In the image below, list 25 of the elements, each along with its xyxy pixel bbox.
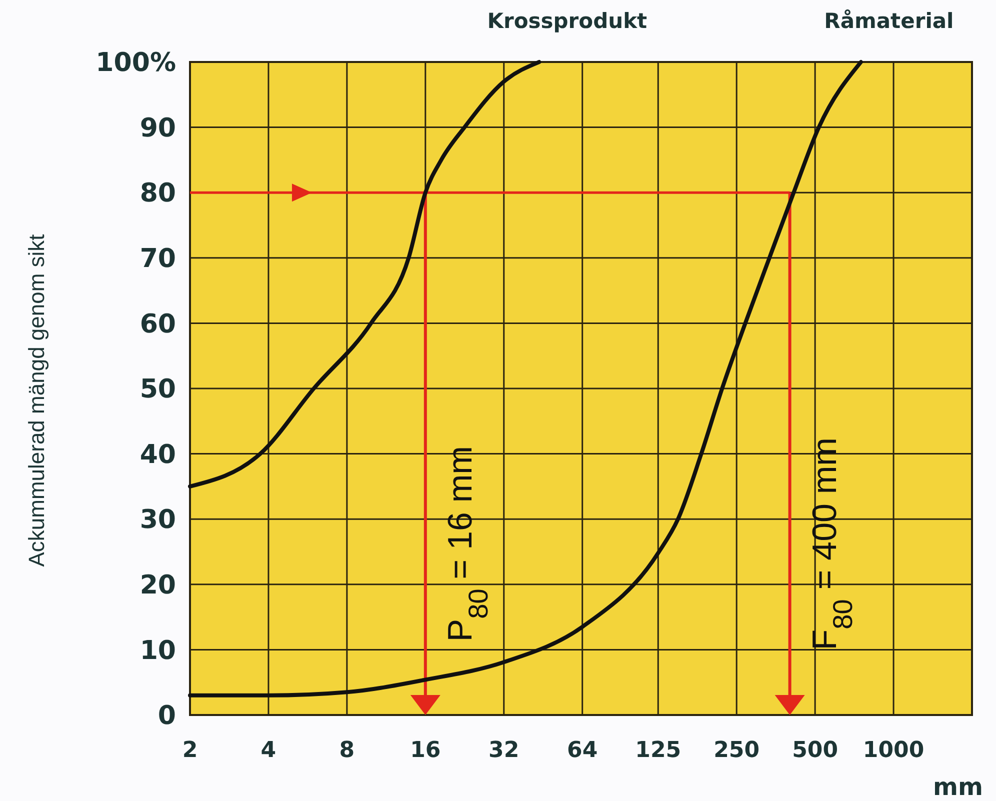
x-tick-label: 500: [792, 738, 838, 763]
text: Råmaterial: [824, 9, 954, 33]
y-axis-title: Ackummulerad mängd genom sikt: [24, 234, 49, 567]
x-tick-label: 64: [567, 738, 598, 763]
x-tick-label: 250: [714, 738, 760, 763]
x-tick-label: 32: [488, 738, 520, 763]
y-tick-label: 20: [140, 570, 176, 600]
x-tick-label: 125: [635, 738, 682, 763]
y-tick-label: 30: [140, 505, 176, 536]
y-tick-label: 0: [158, 701, 176, 732]
y-tick-label: 60: [140, 309, 176, 340]
x-tick-label: 8: [339, 738, 355, 763]
y-tick-label: 50: [140, 374, 176, 405]
y-tick-label: 40: [140, 440, 176, 470]
x-axis-title: mm: [932, 773, 984, 801]
y-tick-label: 80: [140, 178, 176, 209]
y-tick-label: 100%: [96, 48, 176, 78]
text: Krossprodukt: [487, 9, 648, 33]
x-tick-label: 4: [260, 738, 276, 763]
x-tick-label: 16: [410, 738, 441, 763]
y-tick-label: 70: [140, 244, 176, 274]
y-tick-label: 90: [140, 113, 176, 144]
x-tick-label: 1000: [862, 738, 924, 763]
y-tick-label: 10: [140, 636, 176, 666]
x-tick-label: 2: [182, 738, 198, 763]
